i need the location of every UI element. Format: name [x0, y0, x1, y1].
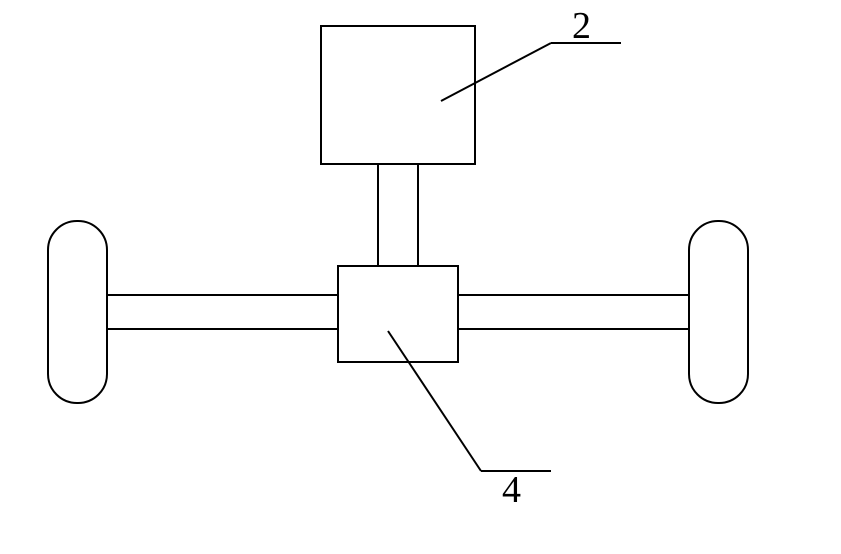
- left-axle: [107, 295, 338, 329]
- left-wheel: [48, 221, 107, 403]
- right-axle: [458, 295, 689, 329]
- vertical-connector: [378, 164, 418, 266]
- right-wheel: [689, 221, 748, 403]
- label-center: 4: [502, 469, 521, 511]
- mechanical-diagram: 2 4: [0, 0, 841, 554]
- label-top: 2: [572, 5, 591, 47]
